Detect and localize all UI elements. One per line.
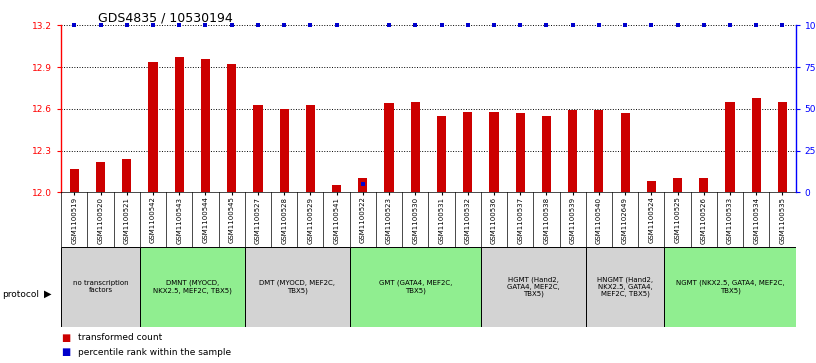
Text: NGMT (NKX2.5, GATA4, MEF2C,
TBX5): NGMT (NKX2.5, GATA4, MEF2C, TBX5): [676, 280, 784, 294]
Bar: [778, 102, 787, 192]
Bar: [699, 179, 708, 192]
Bar: [175, 57, 184, 192]
Text: DMT (MYOCD, MEF2C,
TBX5): DMT (MYOCD, MEF2C, TBX5): [259, 280, 335, 294]
Bar: [437, 116, 446, 192]
Bar: [149, 62, 157, 192]
Bar: [516, 113, 525, 192]
Text: DMNT (MYOCD,
NKX2.5, MEF2C, TBX5): DMNT (MYOCD, NKX2.5, MEF2C, TBX5): [153, 280, 232, 294]
Bar: [586, 247, 664, 327]
Bar: [594, 110, 604, 192]
Text: GDS4835 / 10530194: GDS4835 / 10530194: [98, 11, 233, 24]
Bar: [61, 247, 140, 327]
Text: ■: ■: [61, 347, 70, 357]
Bar: [245, 247, 350, 327]
Bar: [280, 109, 289, 192]
Bar: [542, 116, 551, 192]
Bar: [490, 112, 499, 192]
Bar: [358, 179, 367, 192]
Bar: [227, 64, 237, 192]
Bar: [410, 102, 420, 192]
Bar: [673, 179, 682, 192]
Bar: [647, 181, 656, 192]
Bar: [664, 247, 796, 327]
Bar: [463, 112, 472, 192]
Bar: [306, 105, 315, 192]
Bar: [253, 105, 263, 192]
Bar: [725, 102, 734, 192]
Text: no transcription
factors: no transcription factors: [73, 280, 128, 293]
Bar: [96, 162, 105, 192]
Text: ■: ■: [61, 333, 70, 343]
Text: HGMT (Hand2,
GATA4, MEF2C,
TBX5): HGMT (Hand2, GATA4, MEF2C, TBX5): [507, 276, 560, 297]
Bar: [69, 169, 79, 192]
Text: protocol: protocol: [2, 290, 38, 298]
Text: HNGMT (Hand2,
NKX2.5, GATA4,
MEF2C, TBX5): HNGMT (Hand2, NKX2.5, GATA4, MEF2C, TBX5…: [597, 276, 653, 297]
Bar: [140, 247, 245, 327]
Text: percentile rank within the sample: percentile rank within the sample: [78, 348, 231, 356]
Bar: [332, 185, 341, 192]
Bar: [620, 113, 630, 192]
Bar: [481, 247, 586, 327]
Text: ▶: ▶: [44, 289, 51, 299]
Bar: [568, 110, 577, 192]
Bar: [201, 59, 210, 192]
Bar: [350, 247, 481, 327]
Text: GMT (GATA4, MEF2C,
TBX5): GMT (GATA4, MEF2C, TBX5): [379, 280, 452, 294]
Bar: [384, 103, 393, 192]
Bar: [752, 98, 761, 192]
Bar: [122, 159, 131, 192]
Text: transformed count: transformed count: [78, 333, 162, 342]
